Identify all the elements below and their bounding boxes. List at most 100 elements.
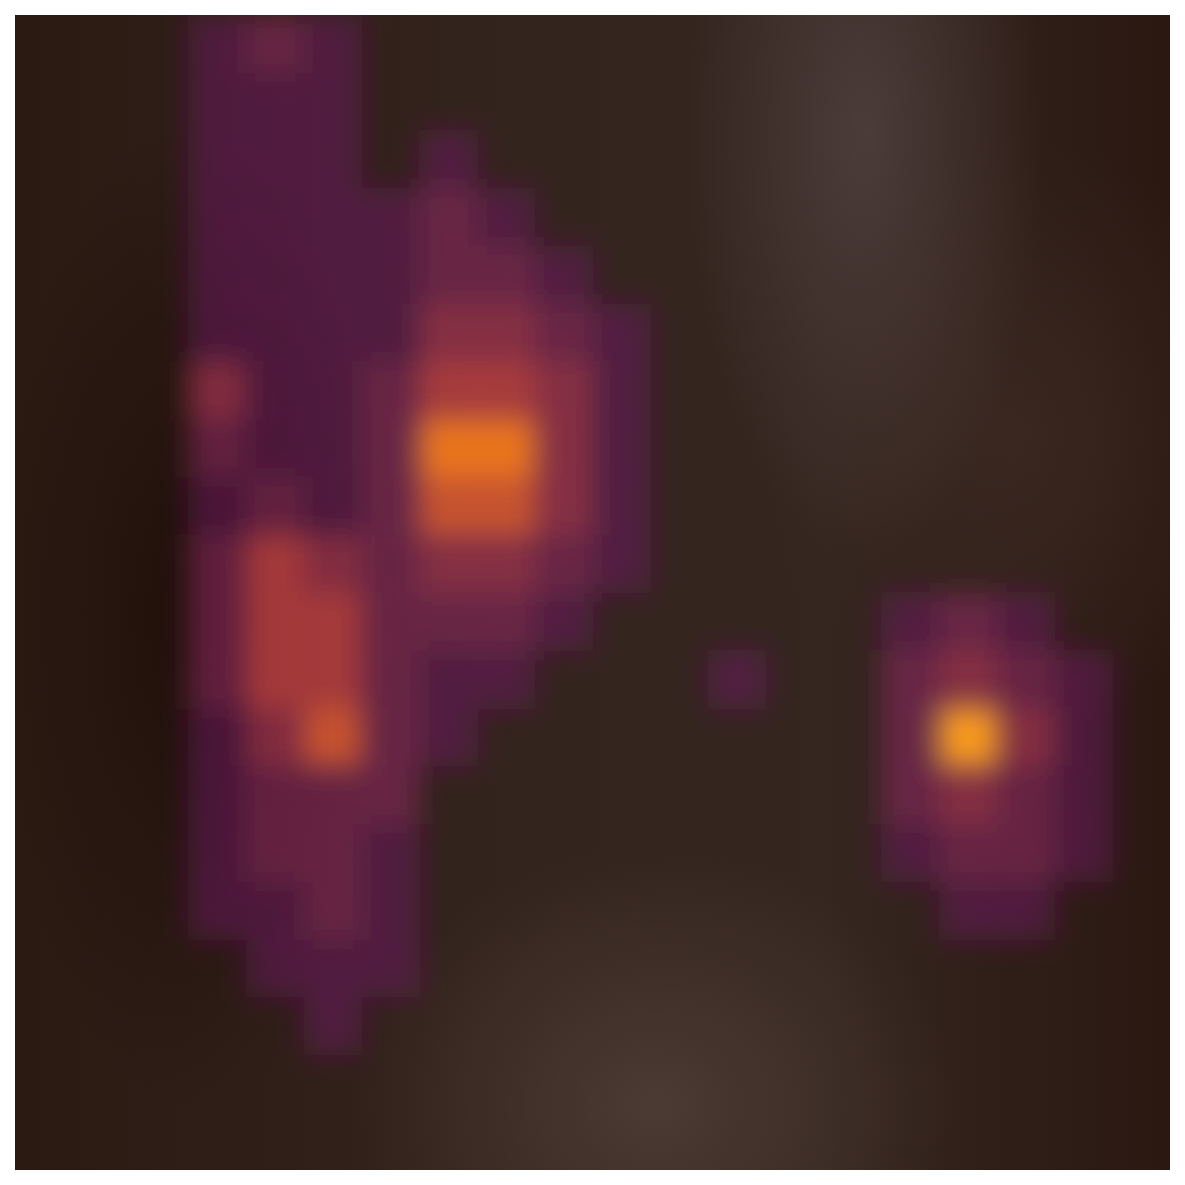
heatmap-cell [881, 477, 939, 535]
heatmap-cell [824, 997, 882, 1055]
heatmap-cell [419, 1055, 477, 1113]
heatmap-cell [881, 535, 939, 593]
heatmap-cell [131, 15, 189, 73]
heatmap-cell [939, 131, 997, 189]
heatmap-cell [1112, 131, 1170, 189]
heatmap-cell [824, 881, 882, 939]
heatmap-cell [708, 650, 766, 708]
heatmap-cell [188, 535, 246, 593]
heatmap-cell [73, 708, 131, 766]
heatmap-cell [419, 73, 477, 131]
heatmap-cell [535, 15, 593, 73]
heatmap-cell [766, 419, 824, 477]
heatmap-cell [246, 246, 304, 304]
heatmap-cell [73, 188, 131, 246]
heatmap-cell [535, 824, 593, 882]
heatmap-cell [650, 535, 708, 593]
heatmap-cell [304, 304, 362, 362]
heatmap-cell [650, 708, 708, 766]
heatmap-cell [188, 15, 246, 73]
heatmap-cell [881, 708, 939, 766]
heatmap-cell [650, 1055, 708, 1113]
heatmap-cell [535, 188, 593, 246]
heatmap-cell [997, 73, 1055, 131]
heatmap-cell [766, 881, 824, 939]
heatmap-cell [15, 304, 73, 362]
heatmap-cell [419, 766, 477, 824]
heatmap-cell [1112, 997, 1170, 1055]
heatmap-cell [188, 73, 246, 131]
heatmap-cell [304, 824, 362, 882]
heatmap-cell [535, 593, 593, 651]
heatmap-cell [362, 766, 420, 824]
heatmap-cell [1055, 419, 1113, 477]
heatmap-cell [939, 419, 997, 477]
heatmap-cell [939, 881, 997, 939]
heatmap-cell [419, 246, 477, 304]
heatmap-cell [188, 1112, 246, 1170]
heatmap-cell [766, 131, 824, 189]
heatmap-cell [1055, 881, 1113, 939]
heatmap-cell [1055, 188, 1113, 246]
heatmap-cell [593, 419, 651, 477]
heatmap-cell [419, 593, 477, 651]
heatmap-cell [304, 419, 362, 477]
heatmap-cell [766, 593, 824, 651]
heatmap-cell [535, 535, 593, 593]
heatmap-cell [766, 939, 824, 997]
heatmap-cell [477, 766, 535, 824]
heatmap-cell [1112, 419, 1170, 477]
heatmap-cell [477, 15, 535, 73]
heatmap-cell [824, 824, 882, 882]
heatmap-cell [997, 188, 1055, 246]
heatmap-cell [304, 362, 362, 420]
heatmap-cell [131, 477, 189, 535]
heatmap-cell [246, 708, 304, 766]
heatmap-cell [1112, 535, 1170, 593]
heatmap-cell [246, 188, 304, 246]
heatmap-cell [477, 824, 535, 882]
heatmap-cell [708, 766, 766, 824]
heatmap-cell [246, 881, 304, 939]
heatmap-cell [766, 362, 824, 420]
heatmap-cell [1112, 1055, 1170, 1113]
heatmap-cell [939, 997, 997, 1055]
heatmap-cell [304, 1055, 362, 1113]
heatmap-cell [419, 997, 477, 1055]
heatmap-cell [997, 362, 1055, 420]
heatmap-cell [188, 881, 246, 939]
heatmap-cell [188, 131, 246, 189]
heatmap-cell [246, 650, 304, 708]
heatmap-cell [708, 419, 766, 477]
heatmap-cell [73, 997, 131, 1055]
heatmap-cell [824, 15, 882, 73]
heatmap-cell [131, 1112, 189, 1170]
heatmap-cell [304, 997, 362, 1055]
heatmap-cell [997, 766, 1055, 824]
heatmap-cell [708, 188, 766, 246]
heatmap-cell [419, 188, 477, 246]
heatmap-cell [73, 881, 131, 939]
heatmap-cell [477, 939, 535, 997]
heatmap-cell [419, 650, 477, 708]
heatmap-cell [1055, 708, 1113, 766]
heatmap-cell [1055, 1055, 1113, 1113]
heatmap-cell [1112, 766, 1170, 824]
heatmap-cell [131, 766, 189, 824]
heatmap-cell [650, 419, 708, 477]
heatmap-cell [188, 246, 246, 304]
heatmap-cell [708, 477, 766, 535]
heatmap-cell [131, 708, 189, 766]
heatmap-cell [246, 824, 304, 882]
heatmap-cell [824, 766, 882, 824]
heatmap-cell [188, 708, 246, 766]
heatmap-cell [246, 362, 304, 420]
heatmap-cell [708, 708, 766, 766]
heatmap-cell [15, 1112, 73, 1170]
heatmap-cell [824, 1112, 882, 1170]
heatmap-cell [881, 997, 939, 1055]
heatmap-cell [419, 824, 477, 882]
heatmap-cell [246, 1112, 304, 1170]
heatmap-cell [881, 881, 939, 939]
heatmap-cell [881, 593, 939, 651]
